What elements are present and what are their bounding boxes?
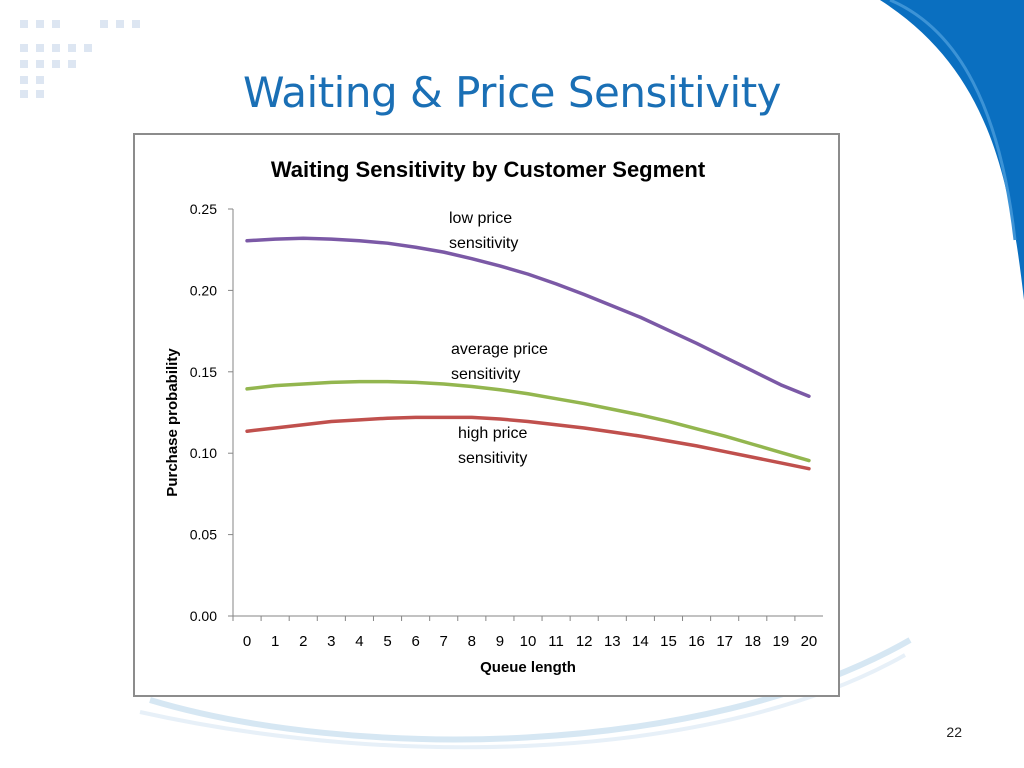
- decor-dots: [20, 20, 140, 98]
- decor-dot: [68, 44, 76, 52]
- x-tick-label: 11: [548, 633, 564, 650]
- series-annotation-2: average price: [451, 341, 548, 358]
- y-tick-label: 0.15: [190, 364, 217, 380]
- line-chart: Waiting Sensitivity by Customer Segment 0…: [164, 157, 823, 676]
- x-tick-label: 20: [801, 633, 818, 650]
- y-tick-label: 0.00: [190, 608, 217, 624]
- y-tick-label: 0.25: [190, 201, 217, 217]
- decor-dot: [36, 20, 44, 28]
- x-tick-label: 9: [496, 633, 504, 650]
- series-annotation-1: sensitivity: [449, 235, 518, 252]
- decor-dot: [36, 44, 44, 52]
- x-tick-label: 5: [383, 633, 391, 650]
- x-tick-label: 17: [716, 633, 733, 650]
- series-annotation-3: sensitivity: [458, 450, 527, 467]
- x-tick-label: 7: [440, 633, 448, 650]
- page-number: 22: [946, 724, 962, 740]
- series-line-2: [245, 379, 811, 463]
- x-tick-label: 15: [660, 633, 677, 650]
- decor-dot: [36, 60, 44, 68]
- series-annotation-2: sensitivity: [451, 366, 520, 383]
- decor-dot: [116, 20, 124, 28]
- x-tick-label: 18: [744, 633, 761, 650]
- decor-dot: [52, 44, 60, 52]
- x-tick-label: 10: [520, 633, 537, 650]
- decor-dot: [52, 20, 60, 28]
- decor-dot: [132, 20, 140, 28]
- x-tick-label: 13: [604, 633, 621, 650]
- series-line-3: [245, 415, 811, 471]
- decor-dot: [36, 76, 44, 84]
- decor-dot: [84, 44, 92, 52]
- x-tick-label: 16: [688, 633, 705, 650]
- x-tick-label: 4: [355, 633, 363, 650]
- x-tick-label: 8: [468, 633, 476, 650]
- decor-dot: [52, 60, 60, 68]
- decor-dot: [20, 20, 28, 28]
- x-tick-label: 1: [271, 633, 279, 650]
- x-tick-label: 0: [243, 633, 251, 650]
- decor-dot: [68, 60, 76, 68]
- decor-dot: [20, 90, 28, 98]
- x-tick-label: 14: [632, 633, 649, 650]
- decor-dot: [20, 76, 28, 84]
- x-tick-label: 2: [299, 633, 307, 650]
- chart-title: Waiting Sensitivity by Customer Segment: [271, 157, 706, 182]
- x-axis-label: Queue length: [480, 659, 576, 676]
- decor-dot: [20, 60, 28, 68]
- y-tick-label: 0.20: [190, 282, 217, 298]
- x-tick-label: 6: [411, 633, 419, 650]
- series-annotation-3: high price: [458, 425, 527, 442]
- y-tick-label: 0.05: [190, 527, 217, 543]
- corner-swoosh-highlight: [889, 0, 1017, 241]
- x-tick-label: 3: [327, 633, 335, 650]
- slide-title: Waiting & Price Sensitivity: [242, 68, 782, 117]
- y-axis-label: Purchase probability: [164, 348, 181, 497]
- decor-dot: [100, 20, 108, 28]
- corner-swoosh: [880, 0, 1024, 300]
- chart-frame: Waiting Sensitivity by Customer Segment 0…: [133, 133, 840, 697]
- y-tick-label: 0.10: [190, 445, 217, 461]
- series-line-1: [245, 236, 811, 398]
- x-tick-label: 19: [773, 633, 790, 650]
- decor-dot: [20, 44, 28, 52]
- x-tick-label: 12: [576, 633, 593, 650]
- series-annotation-1: low price: [449, 210, 512, 227]
- decor-dot: [36, 90, 44, 98]
